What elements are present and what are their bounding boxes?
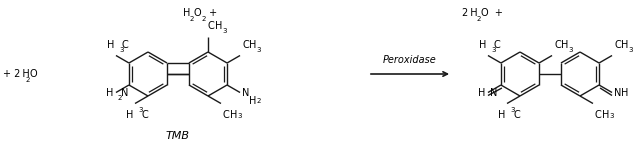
Text: H: H: [249, 40, 257, 49]
Text: H: H: [107, 40, 114, 49]
Text: 2: 2: [202, 16, 206, 22]
Text: C: C: [513, 110, 520, 119]
Text: O  +: O +: [481, 8, 503, 18]
Text: 2: 2: [118, 95, 122, 101]
Text: C: C: [223, 110, 230, 119]
Text: Peroxidase: Peroxidase: [383, 55, 437, 65]
Text: H: H: [249, 95, 257, 106]
Text: 2: 2: [477, 16, 481, 22]
Text: H: H: [498, 110, 505, 119]
Text: O: O: [30, 69, 38, 79]
Text: 3: 3: [222, 28, 227, 34]
Text: TMB: TMB: [166, 131, 190, 141]
Text: C: C: [614, 40, 621, 49]
Text: 3: 3: [491, 46, 495, 53]
Text: H: H: [621, 40, 628, 49]
Text: N: N: [490, 87, 497, 98]
Text: H: H: [477, 87, 485, 98]
Text: +: +: [206, 8, 217, 18]
Text: 3: 3: [609, 113, 614, 119]
Text: 3: 3: [510, 106, 515, 113]
Text: C: C: [494, 40, 500, 49]
Text: O: O: [194, 8, 202, 18]
Text: C: C: [595, 110, 602, 119]
Text: 3: 3: [237, 113, 241, 119]
Text: C: C: [141, 110, 148, 119]
Text: 3: 3: [256, 46, 260, 53]
Text: + 2 H: + 2 H: [3, 69, 29, 79]
Text: C: C: [242, 40, 249, 49]
Text: H: H: [561, 40, 568, 49]
Text: C: C: [554, 40, 561, 49]
Text: H: H: [106, 87, 113, 98]
Text: C: C: [208, 21, 215, 31]
Text: N: N: [614, 87, 621, 98]
Text: H: H: [479, 40, 486, 49]
Text: 2: 2: [190, 16, 195, 22]
Text: 2 H: 2 H: [462, 8, 477, 18]
Text: H: H: [183, 8, 190, 18]
Text: 3: 3: [119, 46, 124, 53]
Text: H: H: [125, 110, 133, 119]
Text: 2: 2: [256, 98, 260, 104]
Text: 3: 3: [568, 46, 573, 53]
Text: N: N: [242, 87, 250, 98]
Text: H: H: [215, 21, 222, 31]
Text: C: C: [122, 40, 129, 49]
Text: H: H: [621, 87, 628, 98]
Text: 3: 3: [628, 46, 632, 53]
Text: H: H: [602, 110, 609, 119]
Text: N: N: [121, 87, 129, 98]
Text: 2: 2: [26, 77, 30, 83]
Text: H: H: [230, 110, 237, 119]
Text: 3: 3: [138, 106, 143, 113]
